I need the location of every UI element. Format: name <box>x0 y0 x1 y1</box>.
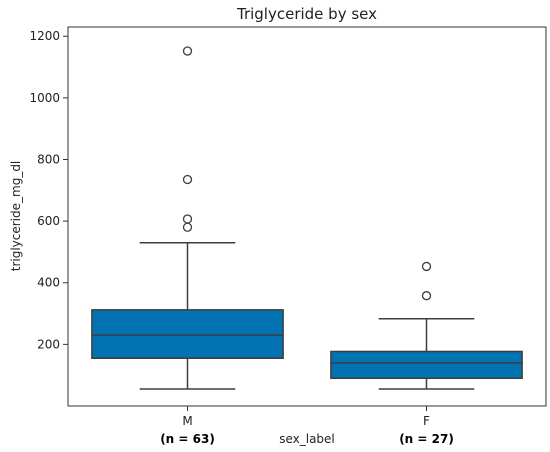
sample-size-label: (n = 63) <box>160 432 215 446</box>
y-tick-label: 200 <box>37 337 60 351</box>
plot-frame <box>67 26 547 407</box>
y-axis-label: triglyceride_mg_dl <box>9 161 23 272</box>
outlier-point <box>182 174 193 185</box>
iqr-box <box>91 309 284 359</box>
outlier-point <box>182 222 193 232</box>
x-axis-label: sex_label <box>279 432 335 446</box>
x-tick-label: M <box>182 414 192 428</box>
x-axis: M (n = 63) F (n = 27) <box>160 406 454 446</box>
outlier-point <box>182 214 193 224</box>
chart-title: Triglyceride by sex <box>236 5 377 23</box>
sample-size-label: (n = 27) <box>399 432 454 446</box>
y-tick-label: 600 <box>37 214 60 228</box>
box-F <box>330 261 523 390</box>
iqr-box <box>330 350 523 380</box>
box-series <box>91 46 523 390</box>
y-tick-label: 1000 <box>29 91 60 105</box>
y-tick-label: 1200 <box>29 29 60 43</box>
outlier-point <box>421 261 432 272</box>
x-tick-label: F <box>423 414 430 428</box>
outlier-point <box>182 46 193 56</box>
y-axis: 200 400 600 800 1000 1200 <box>29 29 68 351</box>
outlier-point <box>421 291 432 301</box>
y-tick-label: 800 <box>37 152 60 166</box>
y-tick-label: 400 <box>37 276 60 290</box>
box-M <box>91 46 284 390</box>
